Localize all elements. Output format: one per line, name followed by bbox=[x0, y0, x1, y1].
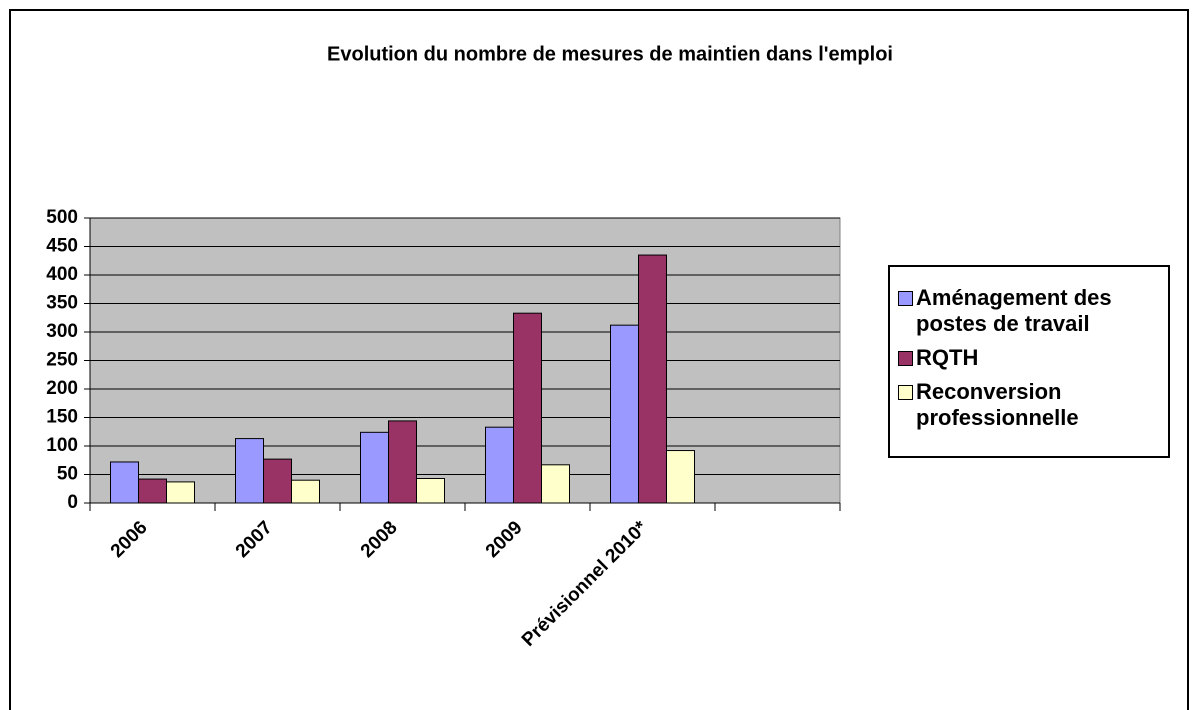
legend-label: RQTH bbox=[916, 345, 979, 370]
legend-label: Reconversion professionnelle bbox=[916, 379, 1079, 430]
bar bbox=[291, 479, 320, 504]
y-tick-label: 400 bbox=[46, 264, 78, 285]
bar bbox=[416, 477, 445, 504]
bar bbox=[638, 254, 667, 504]
y-tick-label: 500 bbox=[46, 207, 78, 228]
bar bbox=[513, 312, 542, 504]
y-tick-label: 200 bbox=[46, 378, 78, 399]
y-tick-label: 250 bbox=[46, 350, 78, 371]
y-tick-label: 350 bbox=[46, 293, 78, 314]
y-tick-label: 450 bbox=[46, 236, 78, 257]
bar bbox=[388, 420, 417, 504]
y-tick-label: 100 bbox=[46, 435, 78, 456]
legend-item: Reconversion professionnelle bbox=[898, 379, 1158, 431]
legend-swatch bbox=[898, 351, 913, 366]
legend-swatch bbox=[898, 291, 913, 306]
y-tick-label: 0 bbox=[67, 492, 78, 513]
bar bbox=[138, 478, 167, 504]
y-tick-label: 300 bbox=[46, 321, 78, 342]
bar bbox=[666, 450, 695, 504]
legend-label: Aménagement des postes de travail bbox=[916, 285, 1112, 336]
legend-swatch bbox=[898, 385, 913, 400]
chart-title: Evolution du nombre de mesures de mainti… bbox=[327, 43, 893, 65]
legend: Aménagement des postes de travail RQTH Rec… bbox=[888, 265, 1170, 458]
bar bbox=[610, 324, 639, 504]
bar bbox=[263, 458, 292, 504]
y-tick-label: 50 bbox=[57, 464, 78, 485]
bar bbox=[485, 426, 514, 504]
bar bbox=[541, 464, 570, 504]
bar bbox=[235, 438, 264, 504]
legend-item: RQTH bbox=[898, 345, 1158, 371]
bar bbox=[110, 461, 139, 504]
bar bbox=[360, 431, 389, 504]
bar bbox=[166, 481, 195, 504]
y-tick-label: 150 bbox=[46, 407, 78, 428]
legend-item: Aménagement des postes de travail bbox=[898, 285, 1158, 337]
